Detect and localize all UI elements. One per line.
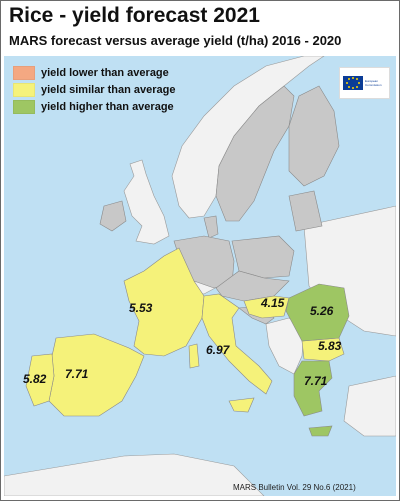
european-commission-logo: European Commission: [339, 67, 390, 99]
legend-item-higher: yield higher than average: [13, 98, 176, 115]
value-france: 5.53: [129, 301, 153, 315]
legend-label-similar: yield similar than average: [41, 83, 176, 96]
country-hungary: [243, 295, 290, 319]
country-france: [123, 247, 205, 357]
legend-label-higher: yield higher than average: [41, 100, 174, 113]
legend-swatch-higher: [13, 99, 35, 114]
logo-text: European Commission: [365, 79, 382, 87]
legend-swatch-similar: [13, 82, 35, 97]
yield-higher-countries: [285, 283, 350, 437]
europe-map: [4, 56, 396, 496]
legend-swatch-lower: [13, 65, 35, 80]
page-title: Rice - yield forecast 2021: [9, 4, 260, 27]
country-romania: [285, 283, 350, 342]
legend-item-similar: yield similar than average: [13, 81, 176, 98]
yield-similar-countries: [25, 247, 345, 417]
value-italy: 6.97: [206, 343, 230, 357]
value-greece: 7.71: [304, 374, 328, 388]
country-portugal: [25, 353, 55, 407]
country-italy: [201, 293, 273, 395]
eu-flag-icon: [343, 76, 363, 90]
legend: yield lower than average yield similar t…: [13, 64, 176, 115]
country-greece: [293, 360, 333, 417]
value-spain: 7.71: [65, 367, 89, 381]
footer-citation: MARS Bulletin Vol. 29 No.6 (2021): [233, 483, 356, 492]
legend-label-lower: yield lower than average: [41, 66, 169, 79]
value-bulgaria: 5.83: [318, 339, 342, 353]
value-hungary: 4.15: [261, 296, 285, 310]
value-portugal: 5.82: [23, 372, 47, 386]
legend-item-lower: yield lower than average: [13, 64, 176, 81]
value-romania: 5.26: [310, 304, 334, 318]
page-subtitle: MARS forecast versus average yield (t/ha…: [9, 33, 342, 48]
